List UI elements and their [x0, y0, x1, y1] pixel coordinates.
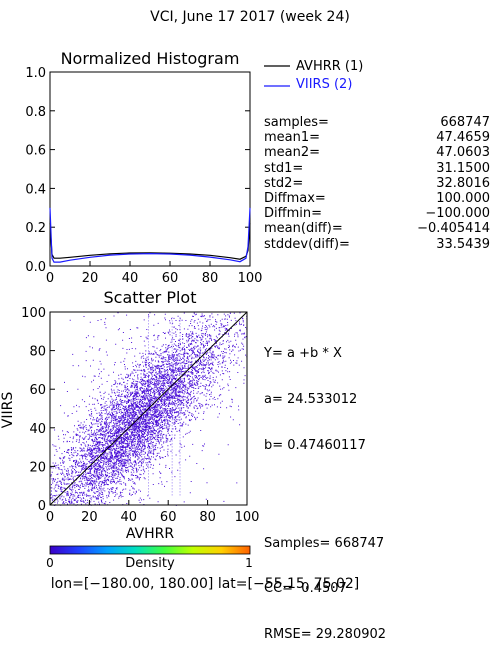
stat-row: Diffmax= 100.000 [264, 191, 490, 206]
stat-label: mean(diff)= [264, 221, 343, 237]
stat-row: Diffmin= −100.000 [264, 206, 490, 221]
stat-row: std2= 32.8016 [264, 176, 490, 191]
histogram-x-tick-label: 40 [122, 271, 139, 286]
stat-label: Diffmax= [264, 191, 326, 207]
regression-equation: Y= a +b * X [264, 346, 342, 362]
stat-label: mean1= [264, 130, 321, 146]
histogram-x-tick-label: 60 [162, 271, 179, 286]
scatter-y-tick-label: 100 [21, 306, 46, 321]
stat-label: std2= [264, 175, 304, 191]
stat-value: −0.405414 [417, 221, 490, 237]
histogram-series-viirs [49, 207, 251, 263]
scatter-x-tick-label: 0 [46, 510, 54, 525]
legend-label-viirs: VIIRS (2) [296, 77, 352, 92]
histogram-y-tick-label: 1.0 [25, 66, 46, 81]
scatter-y-tick-label: 60 [29, 383, 46, 398]
scatter-y-axis: 0 20 40 60 80 100 [21, 306, 55, 514]
histogram-series-avhrr [49, 223, 251, 260]
stat-value: 47.0603 [436, 145, 490, 161]
histogram-x-tick-label: 100 [238, 271, 263, 286]
scatter-x-tick-label: 80 [199, 510, 216, 525]
scatter-y-tick-label: 40 [29, 422, 46, 437]
histogram-x-tick-label: 80 [202, 271, 219, 286]
histogram-y-tick-label: 0.6 [25, 144, 46, 159]
colorbar-label: Density [125, 556, 175, 571]
scatter-one-to-one-line [49, 311, 248, 506]
scatter-x-tick-label: 20 [81, 510, 98, 525]
colorbar-max-label: 1 [245, 556, 253, 570]
stat-label: samples= [264, 115, 329, 130]
stat-label: mean2= [264, 145, 321, 161]
stat-row: std1= 31.1500 [264, 161, 490, 176]
scatter-x-tick-label: 60 [160, 510, 177, 525]
histogram-x-axis: 0 20 40 60 80 100 [46, 261, 263, 286]
stat-value: 32.8016 [436, 175, 490, 191]
histogram-y-tick-label: 0.4 [25, 182, 46, 197]
stat-row: mean2= 47.0603 [264, 145, 490, 160]
stat-row: samples= 668747 [264, 115, 490, 130]
scatter-y-tick-label: 20 [29, 460, 46, 475]
stat-label: stddev(diff)= [264, 236, 350, 252]
regression-intercept: a= 24.533012 [264, 392, 358, 408]
regression-correlation: CC= 0.4507 [264, 581, 347, 597]
spacer [264, 483, 494, 505]
scatter-x-tick-label: 100 [235, 510, 260, 525]
regression-rmse: RMSE= 29.280902 [264, 626, 387, 642]
stat-row: stddev(diff)= 33.5439 [264, 237, 490, 252]
histogram-title: Normalized Histogram [61, 49, 240, 68]
figure-canvas: VCI, June 17 2017 (week 24) Normalized H… [0, 9, 363, 592]
histogram-frame [49, 71, 251, 267]
scatter-y-tick-label: 80 [29, 345, 46, 360]
regression-samples: Samples= 668747 [264, 535, 385, 551]
scatter-title: Scatter Plot [104, 288, 197, 307]
stat-value: 668747 [440, 115, 490, 130]
statistics-panel: samples= 668747 mean1= 47.4659 mean2= 47.06… [264, 115, 490, 252]
histogram-y-axis: 0.0 0.2 0.4 0.6 0.8 1.0 [25, 66, 250, 275]
scatter-y-label: VIIRS [0, 392, 16, 429]
scatter-x-axis: 0 20 40 60 80 100 [46, 500, 260, 525]
scatter-y-tick-label: 0 [38, 499, 46, 514]
histogram-y-tick-label: 0.0 [25, 260, 46, 275]
stat-row: mean(diff)= −0.405414 [264, 221, 490, 236]
histogram-y-tick-label: 0.2 [25, 221, 46, 236]
legend-label-avhrr: AVHRR (1) [296, 59, 363, 74]
footer-extent: lon=[−180.00, 180.00] lat=[−55.15, 75.02… [51, 576, 359, 592]
colorbar-min-label: 0 [46, 556, 54, 570]
density-colorbar [49, 545, 251, 555]
scatter-x-label: AVHRR [126, 526, 175, 542]
figure-title: VCI, June 17 2017 (week 24) [150, 9, 350, 25]
stat-row: mean1= 47.4659 [264, 130, 490, 145]
regression-slope: b= 0.47460117 [264, 437, 366, 453]
stat-value: 33.5439 [436, 236, 490, 252]
histogram-y-tick-label: 0.8 [25, 105, 46, 120]
stat-value: −100.000 [425, 206, 490, 222]
stat-value: 100.000 [436, 191, 490, 207]
stat-label: std1= [264, 160, 304, 176]
regression-panel: Y= a +b * X a= 24.533012 b= 0.47460117 S… [264, 316, 494, 657]
scatter-frame [49, 311, 248, 506]
stat-value: 47.4659 [436, 130, 490, 146]
stat-value: 31.1500 [436, 160, 490, 176]
stat-label: Diffmin= [264, 206, 322, 222]
histogram-x-tick-label: 0 [46, 271, 54, 286]
scatter-x-tick-label: 40 [121, 510, 138, 525]
histogram-x-tick-label: 20 [82, 271, 99, 286]
